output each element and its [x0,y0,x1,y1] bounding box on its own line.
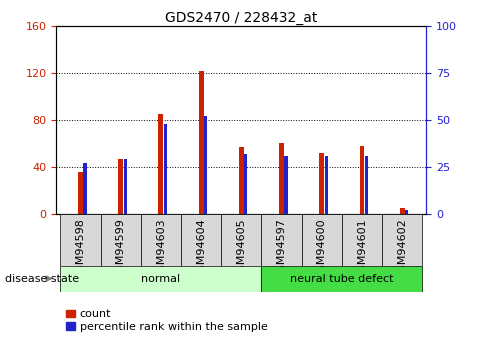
Text: GSM94604: GSM94604 [196,218,206,279]
Text: GSM94600: GSM94600 [317,218,327,279]
Bar [141,214,181,266]
Text: GSM94597: GSM94597 [276,218,287,279]
Bar [284,156,288,214]
Bar [118,159,123,214]
Bar [342,214,382,266]
Title: GDS2470 / 228432_at: GDS2470 / 228432_at [165,11,318,25]
Text: GSM94603: GSM94603 [156,218,166,279]
Text: neural tube defect: neural tube defect [290,274,393,284]
Bar [405,210,408,214]
Bar [83,163,87,214]
Text: normal: normal [141,274,180,284]
Bar [360,146,365,214]
Bar [244,154,247,214]
Bar [324,156,328,214]
Bar [302,214,342,266]
Bar [181,214,221,266]
Bar [239,147,244,214]
Bar [60,214,100,266]
Bar [400,208,405,214]
Bar [262,266,422,292]
Bar [279,144,284,214]
Bar [164,124,167,214]
Bar [204,116,207,214]
Bar [123,159,127,214]
Text: GSM94601: GSM94601 [357,218,367,279]
Bar [382,214,422,266]
Text: GSM94605: GSM94605 [236,218,246,279]
Text: GSM94602: GSM94602 [397,218,407,279]
Text: GSM94598: GSM94598 [75,218,85,279]
Bar [199,70,203,214]
Bar [100,214,141,266]
Bar [221,214,262,266]
Bar [262,214,302,266]
Bar [158,114,163,214]
Bar [365,156,368,214]
Bar [60,266,262,292]
Text: GSM94599: GSM94599 [116,218,126,279]
Bar [78,171,83,214]
Legend: count, percentile rank within the sample: count, percentile rank within the sample [62,305,272,336]
Bar [319,153,324,214]
Text: disease state: disease state [5,275,79,284]
